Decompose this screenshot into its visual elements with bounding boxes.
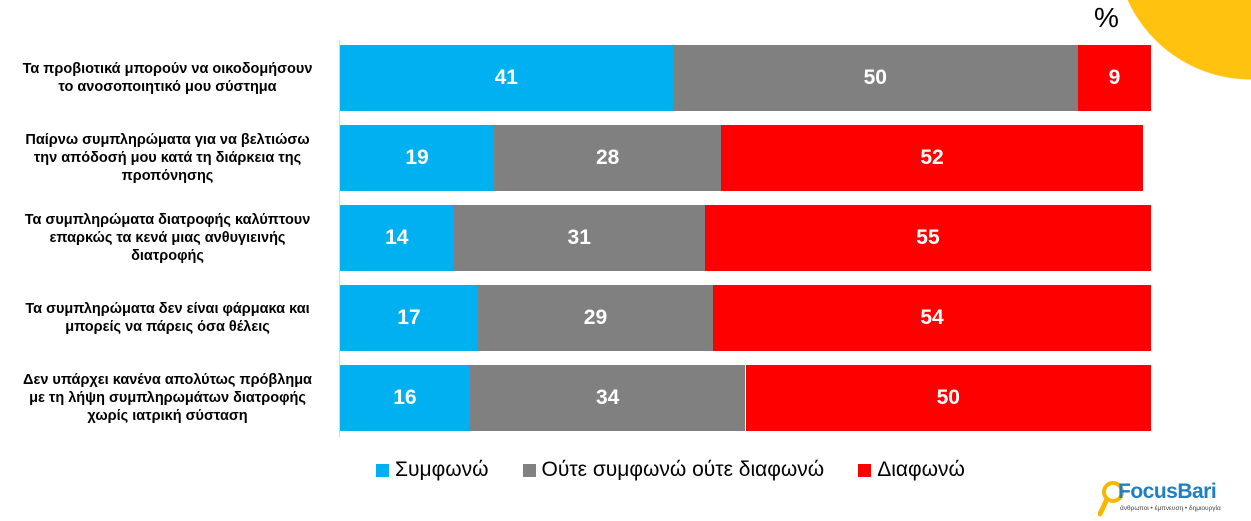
data-label: 17 bbox=[397, 306, 421, 329]
data-label: 50 bbox=[936, 386, 960, 409]
data-label: 19 bbox=[405, 146, 429, 169]
logo-name: FocusBari bbox=[1118, 480, 1217, 503]
bar-segment: 9 bbox=[1078, 45, 1151, 111]
data-label: 31 bbox=[567, 226, 591, 249]
legend-swatch bbox=[376, 463, 390, 477]
legend: Συμφωνώ Ούτε συμφωνώ ούτε διαφωνώ Διαφωνώ bbox=[0, 458, 1251, 482]
focusbari-logo: FocusBari άνθρωποι • έμπνευση • δημιουργ… bbox=[1098, 480, 1243, 520]
data-label: 28 bbox=[595, 146, 620, 169]
bar-segment: 16 bbox=[340, 365, 470, 431]
category-label: Δεν υπάρχει κανένα απολύτως πρόβλημα με … bbox=[23, 372, 312, 424]
bar-segment: 19 bbox=[340, 125, 495, 191]
legend-swatch bbox=[522, 463, 536, 477]
data-label: 41 bbox=[494, 66, 518, 89]
category-label: Παίρνω συμπληρώματα για να βελτιώσω την … bbox=[25, 132, 310, 184]
data-label: 55 bbox=[916, 226, 940, 249]
data-label: 54 bbox=[920, 306, 944, 329]
legend-label: Διαφωνώ bbox=[877, 458, 965, 481]
bar-segment: 17 bbox=[340, 285, 478, 351]
bar-segment: 55 bbox=[704, 205, 1151, 271]
bar-segment: 31 bbox=[453, 205, 705, 271]
bar-segment: 28 bbox=[494, 125, 722, 191]
legend-item: Συμφωνώ bbox=[376, 458, 489, 482]
logo-tagline: άνθρωποι • έμπνευση • δημιουργία bbox=[1120, 505, 1221, 512]
data-label: 9 bbox=[1108, 66, 1121, 89]
legend-item: Διαφωνώ bbox=[858, 458, 965, 482]
legend-label: Ούτε συμφωνώ ούτε διαφωνώ bbox=[541, 458, 825, 481]
bar-segment: 41 bbox=[340, 45, 673, 111]
data-label: 50 bbox=[863, 66, 887, 89]
bar-segment: 14 bbox=[340, 205, 454, 271]
data-label: 14 bbox=[385, 226, 409, 249]
bar-segment: 50 bbox=[672, 45, 1078, 111]
unit-label: % bbox=[1094, 2, 1119, 33]
data-label: 29 bbox=[583, 306, 608, 329]
bar-segment: 29 bbox=[477, 285, 714, 351]
legend-swatch bbox=[858, 463, 872, 477]
data-label: 52 bbox=[920, 146, 944, 169]
magnifier-icon bbox=[1098, 481, 1124, 517]
legend-label: Συμφωνώ bbox=[395, 458, 489, 481]
data-label: 34 bbox=[595, 386, 620, 409]
data-label: 16 bbox=[393, 386, 417, 409]
bar-segment: 52 bbox=[721, 125, 1143, 191]
category-axis-line bbox=[339, 40, 340, 437]
bar-segment: 50 bbox=[745, 365, 1151, 431]
category-label: Τα συμπληρώματα δεν είναι φάρμακα και μπ… bbox=[25, 301, 310, 335]
legend-item: Ούτε συμφωνώ ούτε διαφωνώ bbox=[522, 458, 825, 482]
bar-segment: 34 bbox=[469, 365, 746, 431]
bar-segment: 54 bbox=[713, 285, 1151, 351]
category-label: Τα συμπληρώματα διατροφής καλύπτουν επαρ… bbox=[24, 212, 311, 264]
category-label: Τα προβιοτικά μπορούν να οικοδομήσουν το… bbox=[22, 61, 313, 95]
